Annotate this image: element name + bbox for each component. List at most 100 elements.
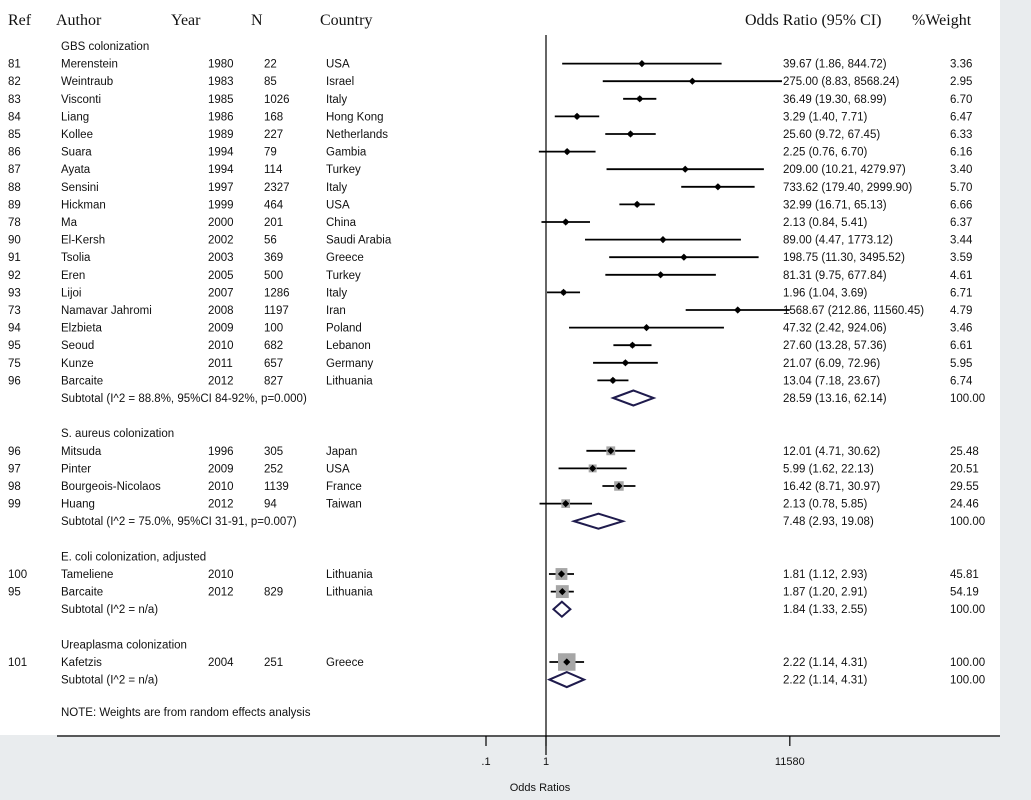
subtotal-diamond xyxy=(551,600,572,619)
row-year: 1994 xyxy=(208,164,234,176)
point-estimate xyxy=(559,288,568,296)
column-headers: Ref Author Year N Country Odds Ratio (95… xyxy=(8,12,972,29)
point-estimate xyxy=(681,165,689,173)
subtotal-odds-ratio-text: 1.84 (1.33, 2.55) xyxy=(783,604,868,616)
row-weight: 5.95 xyxy=(950,358,972,370)
row-year: 1986 xyxy=(208,111,234,123)
row-author: Pinter xyxy=(61,463,91,475)
subtotal-label: Subtotal (I^2 = 75.0%, 95%CI 31-91, p=0.… xyxy=(61,516,297,528)
row-weight: 29.55 xyxy=(950,481,979,493)
row-n: 85 xyxy=(264,76,277,88)
row-country: Lebanon xyxy=(326,340,371,352)
row-year: 2004 xyxy=(208,657,234,669)
row-odds-ratio-text: 27.60 (13.28, 57.36) xyxy=(783,340,887,352)
point-estimate xyxy=(628,341,637,349)
row-year: 2011 xyxy=(208,358,233,370)
row-ref: 95 xyxy=(8,340,21,352)
row-ref: 95 xyxy=(8,587,21,599)
row-author: Barcaite xyxy=(61,587,103,599)
forest-marks xyxy=(538,60,790,689)
row-author: Liang xyxy=(61,111,89,123)
row-n: 252 xyxy=(264,463,283,475)
row-year: 2010 xyxy=(208,340,234,352)
row-year: 2008 xyxy=(208,305,234,317)
row-country: Lithuania xyxy=(326,375,373,387)
row-odds-ratio-text: 89.00 (4.47, 1773.12) xyxy=(783,235,893,247)
row-year: 1996 xyxy=(208,446,234,458)
row-weight: 6.74 xyxy=(950,375,973,387)
row-country: China xyxy=(326,217,357,229)
header-n: N xyxy=(251,12,263,29)
row-odds-ratio-text: 2.13 (0.78, 5.85) xyxy=(783,499,868,511)
x-tick-label: .1 xyxy=(481,756,490,768)
header-author: Author xyxy=(56,12,102,29)
subtotal-weight: 100.00 xyxy=(950,675,985,687)
row-n: 682 xyxy=(264,340,283,352)
row-weight: 6.61 xyxy=(950,340,972,352)
row-author: Hickman xyxy=(61,199,106,211)
row-weight: 6.66 xyxy=(950,199,972,211)
row-country: Turkey xyxy=(326,270,361,282)
row-n: 1139 xyxy=(264,481,289,493)
row-ref: 94 xyxy=(8,323,21,335)
row-year: 1985 xyxy=(208,94,234,106)
point-estimate xyxy=(589,464,597,472)
row-year: 2005 xyxy=(208,270,234,282)
point-estimate xyxy=(563,658,571,666)
row-weight: 6.37 xyxy=(950,217,972,229)
row-author: Sensini xyxy=(61,182,99,194)
row-weight: 4.79 xyxy=(950,305,972,317)
row-ref: 82 xyxy=(8,76,21,88)
row-weight: 6.16 xyxy=(950,147,972,159)
row-ref: 88 xyxy=(8,182,21,194)
row-country: Poland xyxy=(326,323,362,335)
row-ref: 98 xyxy=(8,481,21,493)
row-author: Lijoi xyxy=(61,287,81,299)
row-country: Italy xyxy=(326,287,347,299)
axis-band xyxy=(0,735,1000,800)
row-n: 464 xyxy=(264,199,284,211)
row-n: 1197 xyxy=(264,305,289,317)
row-ref: 101 xyxy=(8,657,27,669)
row-year: 1999 xyxy=(208,199,234,211)
row-author: Weintraub xyxy=(61,76,113,88)
row-year: 2002 xyxy=(208,235,234,247)
row-year: 1980 xyxy=(208,59,234,71)
row-n: 22 xyxy=(264,59,277,71)
row-author: Eren xyxy=(61,270,85,282)
row-odds-ratio-text: 198.75 (11.30, 3495.52) xyxy=(783,252,905,264)
header-country: Country xyxy=(320,12,372,29)
row-ref: 84 xyxy=(8,111,21,123)
point-estimate xyxy=(680,253,688,261)
row-odds-ratio-text: 21.07 (6.09, 72.96) xyxy=(783,358,880,370)
row-author: Kollee xyxy=(61,129,93,141)
row-weight: 6.70 xyxy=(950,94,972,106)
row-n: 2327 xyxy=(264,182,290,194)
row-author: Ayata xyxy=(61,164,91,176)
row-odds-ratio-text: 1.81 (1.12, 2.93) xyxy=(783,569,868,581)
row-country: Germany xyxy=(326,358,374,370)
subtotal-label: Subtotal (I^2 = 88.8%, 95%CI 84-92%, p=0… xyxy=(61,393,307,405)
point-estimate xyxy=(557,570,566,578)
row-country: Lithuania xyxy=(326,569,373,581)
row-odds-ratio-text: 81.31 (9.75, 677.84) xyxy=(783,270,887,282)
point-estimate xyxy=(609,376,617,384)
row-n: 79 xyxy=(264,147,277,159)
row-weight: 24.46 xyxy=(950,499,979,511)
row-weight: 45.81 xyxy=(950,569,979,581)
row-weight: 5.70 xyxy=(950,182,972,194)
row-odds-ratio-text: 275.00 (8.83, 8568.24) xyxy=(783,76,900,88)
row-country: USA xyxy=(326,199,350,211)
row-n: 227 xyxy=(264,129,283,141)
row-ref: 92 xyxy=(8,270,21,282)
row-ref: 81 xyxy=(8,59,21,71)
x-tick-label: 1 xyxy=(543,756,549,768)
point-estimate xyxy=(562,218,570,226)
row-author: Kafetzis xyxy=(61,657,102,669)
subtotal-odds-ratio-text: 28.59 (13.16, 62.14) xyxy=(783,393,887,405)
row-n: 829 xyxy=(264,587,283,599)
row-odds-ratio-text: 5.99 (1.62, 22.13) xyxy=(783,463,874,475)
row-author: Visconti xyxy=(61,94,101,106)
row-weight: 2.95 xyxy=(950,76,972,88)
row-odds-ratio-text: 3.29 (1.40, 7.71) xyxy=(783,111,868,123)
